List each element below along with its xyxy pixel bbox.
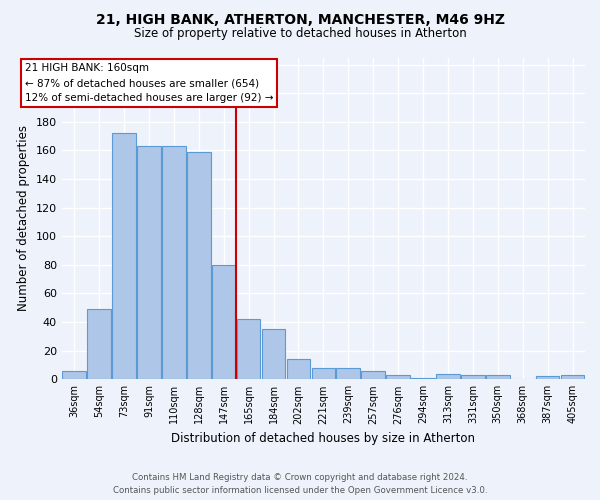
Bar [337, 368, 360, 380]
Bar [87, 309, 111, 380]
Bar [386, 375, 410, 380]
Bar [436, 374, 460, 380]
Bar [311, 368, 335, 380]
Text: 21 HIGH BANK: 160sqm
← 87% of detached houses are smaller (654)
12% of semi-deta: 21 HIGH BANK: 160sqm ← 87% of detached h… [25, 64, 273, 103]
Bar [62, 370, 86, 380]
Text: 21, HIGH BANK, ATHERTON, MANCHESTER, M46 9HZ: 21, HIGH BANK, ATHERTON, MANCHESTER, M46… [95, 12, 505, 26]
Bar [137, 146, 161, 380]
Text: Size of property relative to detached houses in Atherton: Size of property relative to detached ho… [134, 28, 466, 40]
Bar [536, 376, 559, 380]
Bar [361, 370, 385, 380]
Bar [486, 375, 509, 380]
Bar [187, 152, 211, 380]
Bar [561, 375, 584, 380]
Bar [162, 146, 186, 380]
Text: Contains HM Land Registry data © Crown copyright and database right 2024.
Contai: Contains HM Land Registry data © Crown c… [113, 474, 487, 495]
Bar [411, 378, 435, 380]
Bar [287, 360, 310, 380]
Bar [237, 319, 260, 380]
Bar [112, 134, 136, 380]
X-axis label: Distribution of detached houses by size in Atherton: Distribution of detached houses by size … [172, 432, 475, 445]
Bar [262, 329, 286, 380]
Y-axis label: Number of detached properties: Number of detached properties [17, 126, 30, 312]
Bar [212, 265, 236, 380]
Bar [461, 375, 485, 380]
